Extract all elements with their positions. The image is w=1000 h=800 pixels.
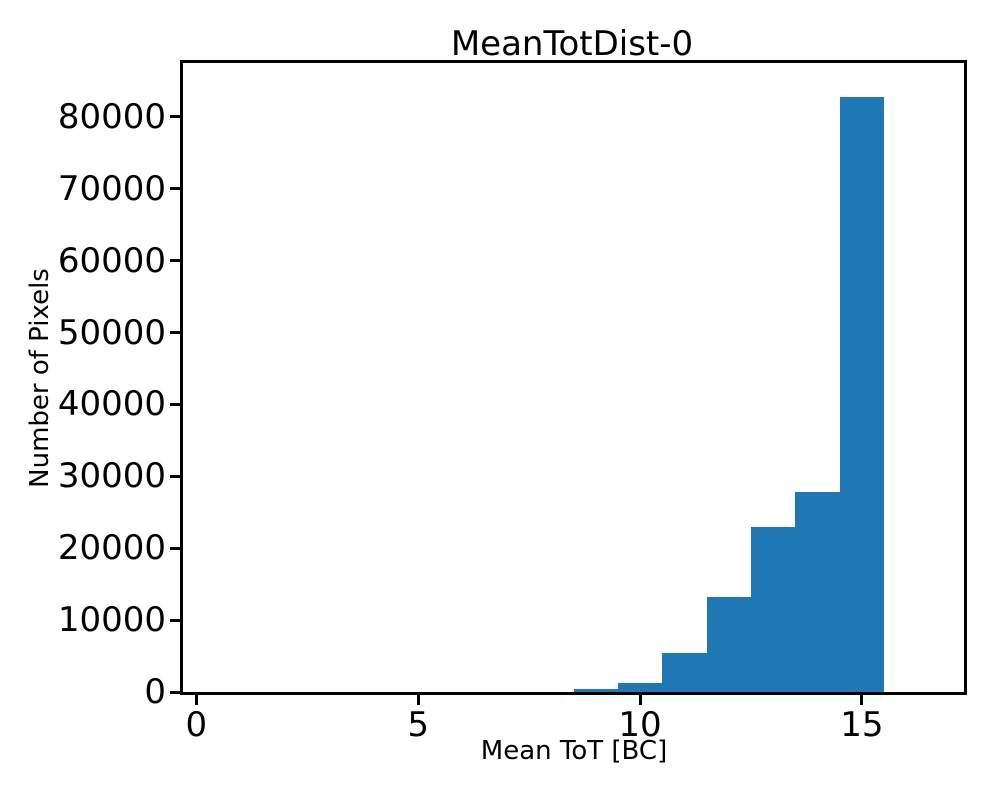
histogram-bar-6 [839, 96, 885, 692]
y-tick-label: 70000 [57, 168, 166, 209]
x-tick-mark [416, 695, 420, 705]
x-tick-label: 5 [407, 705, 429, 745]
y-tick-mark [170, 474, 180, 478]
y-axis-label: Number of Pixels [25, 268, 55, 488]
histogram-bar-3 [706, 597, 751, 692]
x-axis-label: Mean ToT [BC] [480, 736, 668, 766]
histogram-bar-4 [751, 527, 796, 692]
x-tick-mark [860, 695, 864, 705]
histogram-bar-5 [795, 492, 840, 692]
y-tick-label: 10000 [57, 600, 166, 641]
y-tick-label: 0 [144, 672, 166, 712]
x-tick-label: 15 [840, 705, 884, 745]
y-tick-mark [170, 259, 180, 263]
histogram-bar-1 [617, 682, 663, 692]
chart-title: MeanTotDist-0 [450, 24, 694, 64]
y-tick-mark [170, 546, 180, 550]
y-tick-mark [170, 115, 180, 119]
y-tick-mark [170, 402, 180, 406]
x-tick-label: 0 [185, 705, 208, 745]
y-tick-label: 80000 [57, 96, 166, 137]
y-tick-mark [170, 690, 180, 694]
y-tick-mark [170, 618, 180, 622]
plot-area [180, 60, 967, 695]
x-tick-mark [638, 695, 642, 705]
histogram-bar-2 [662, 653, 707, 692]
y-tick-mark [170, 187, 180, 191]
x-tick-mark [194, 695, 198, 705]
y-tick-mark [170, 331, 180, 335]
y-tick-label: 20000 [57, 528, 166, 569]
histogram-bar-0 [573, 689, 618, 692]
